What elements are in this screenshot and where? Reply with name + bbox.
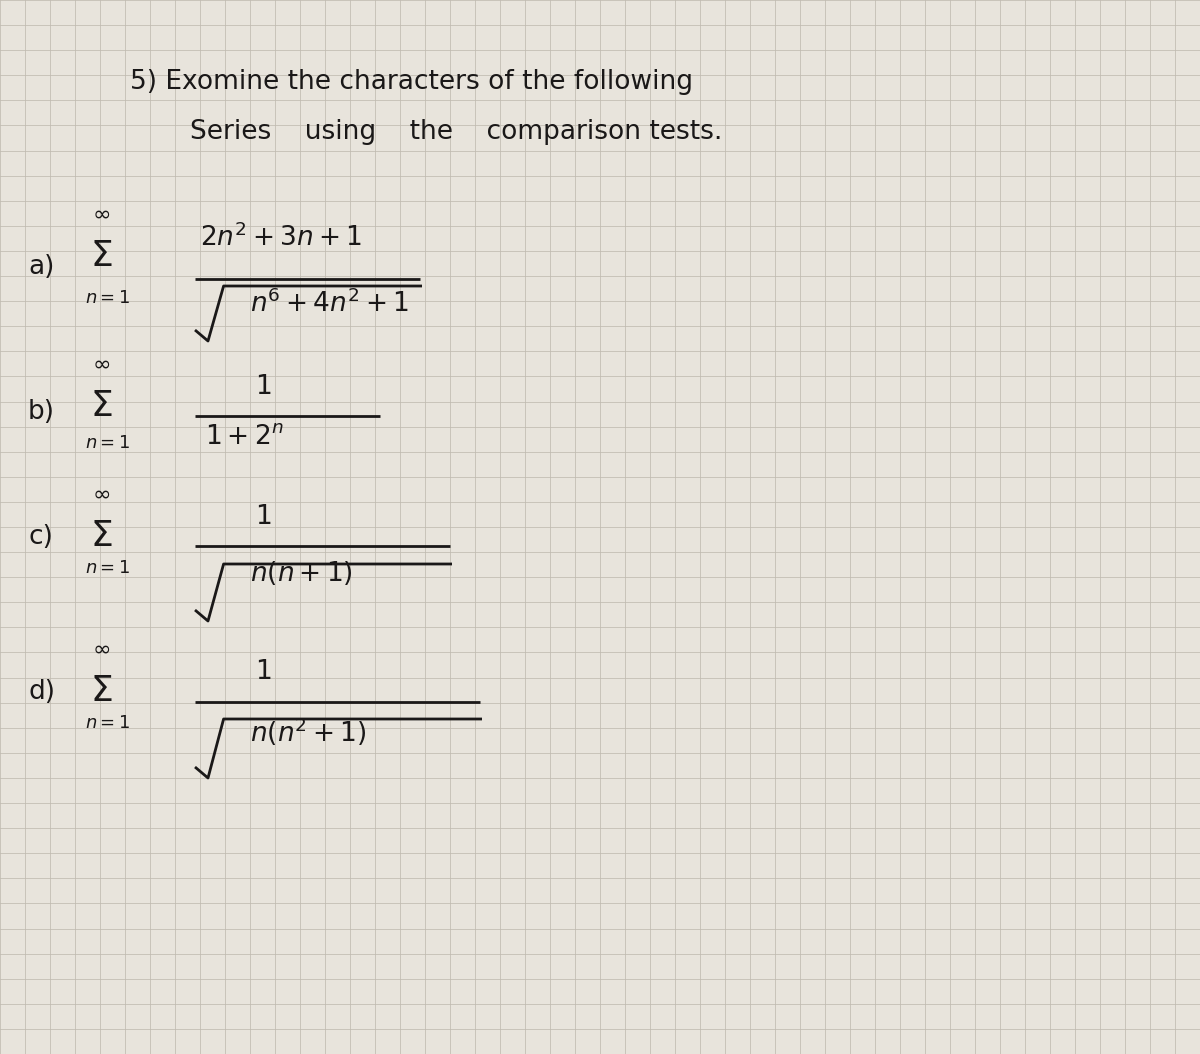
- Text: b): b): [28, 399, 55, 425]
- Text: $n{=}1$: $n{=}1$: [85, 434, 131, 452]
- Text: c): c): [28, 524, 53, 550]
- Text: $1$: $1$: [254, 504, 271, 530]
- Text: $\infty$: $\infty$: [92, 484, 110, 504]
- Text: $2n^2+3n+1$: $2n^2+3n+1$: [200, 225, 362, 253]
- Text: Series    using    the    comparison tests.: Series using the comparison tests.: [190, 119, 722, 145]
- Text: $1+2^n$: $1+2^n$: [205, 424, 283, 450]
- Text: $n{=}1$: $n{=}1$: [85, 714, 131, 731]
- Text: d): d): [28, 679, 55, 705]
- Text: 5) Exomine the characters of the following: 5) Exomine the characters of the followi…: [130, 69, 694, 95]
- Text: $\infty$: $\infty$: [92, 354, 110, 374]
- Text: $n^6+4n^2+1$: $n^6+4n^2+1$: [250, 289, 409, 317]
- Text: $1$: $1$: [254, 374, 271, 401]
- Text: $\Sigma$: $\Sigma$: [90, 389, 113, 423]
- Text: $n(n+1)$: $n(n+1)$: [250, 559, 353, 587]
- Text: $\Sigma$: $\Sigma$: [90, 239, 113, 273]
- Text: a): a): [28, 254, 54, 280]
- Text: $\infty$: $\infty$: [92, 639, 110, 659]
- Text: $\infty$: $\infty$: [92, 204, 110, 225]
- Text: $n{=}1$: $n{=}1$: [85, 559, 131, 577]
- Text: $1$: $1$: [254, 659, 271, 685]
- Text: $\Sigma$: $\Sigma$: [90, 519, 113, 553]
- Text: $n(n^2+1)$: $n(n^2+1)$: [250, 716, 367, 748]
- Text: $n{=}1$: $n{=}1$: [85, 289, 131, 307]
- Text: $\Sigma$: $\Sigma$: [90, 674, 113, 708]
